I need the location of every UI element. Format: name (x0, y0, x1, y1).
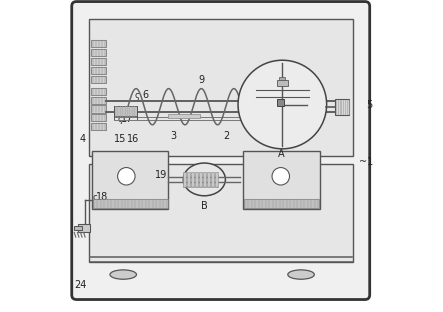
Bar (335, 99, 350, 115)
Ellipse shape (110, 270, 136, 279)
Bar (93, 199, 167, 208)
Bar (92, 151, 168, 209)
Circle shape (272, 168, 290, 185)
Text: ς: ς (135, 91, 140, 100)
Bar (190, 172, 194, 187)
Bar (243, 151, 320, 209)
Bar (91, 58, 106, 65)
Bar (91, 76, 106, 83)
Bar (279, 77, 285, 80)
Circle shape (117, 168, 135, 185)
Text: 3: 3 (170, 131, 176, 141)
Bar (277, 99, 284, 106)
Text: 4: 4 (80, 134, 86, 144)
Bar (91, 67, 106, 74)
Text: ~1: ~1 (359, 157, 374, 167)
Bar (91, 97, 106, 104)
Text: A: A (277, 149, 284, 159)
Bar (89, 19, 353, 156)
Bar (244, 199, 319, 208)
Text: 24: 24 (74, 280, 87, 290)
Bar (91, 49, 106, 56)
Text: 9: 9 (198, 75, 204, 85)
Bar (91, 123, 106, 130)
Bar (91, 114, 106, 121)
Text: 15: 15 (114, 134, 126, 144)
Circle shape (238, 60, 326, 149)
Bar (114, 106, 137, 116)
FancyBboxPatch shape (72, 2, 370, 300)
Bar (203, 172, 206, 187)
Text: 5: 5 (366, 100, 373, 110)
Bar (207, 172, 210, 187)
Text: ς: ς (92, 193, 97, 202)
Text: 17: 17 (121, 114, 133, 124)
Bar (78, 224, 90, 232)
Bar (288, 106, 309, 116)
Text: 6: 6 (142, 90, 148, 100)
Text: B: B (201, 201, 208, 211)
Ellipse shape (183, 163, 225, 196)
Bar (215, 172, 218, 187)
Text: 18: 18 (96, 192, 109, 202)
Ellipse shape (288, 270, 315, 279)
Text: 19: 19 (155, 170, 167, 180)
Bar (199, 172, 202, 187)
Bar (74, 226, 82, 230)
Bar (211, 172, 214, 187)
Bar (91, 40, 106, 47)
Text: ς: ς (117, 115, 122, 124)
Bar (91, 88, 106, 95)
Bar (277, 80, 288, 86)
Bar (194, 172, 198, 187)
Bar (187, 172, 190, 187)
Bar (168, 114, 200, 118)
Bar (89, 164, 353, 262)
Bar (183, 172, 186, 187)
Text: 2: 2 (223, 131, 229, 141)
Bar (91, 105, 106, 113)
Text: 16: 16 (126, 134, 139, 144)
